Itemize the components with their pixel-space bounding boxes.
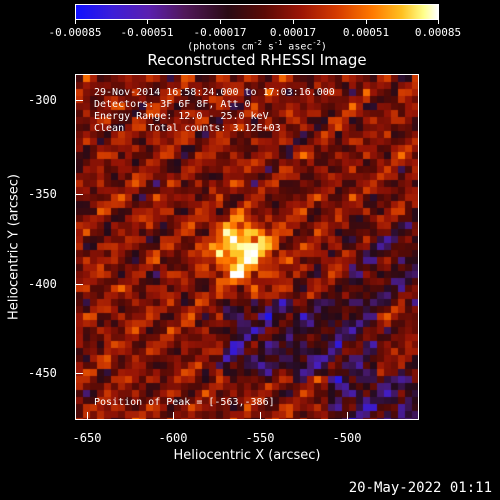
y-tick-label: -300 — [28, 93, 57, 107]
x-axis-label: Heliocentric X (arcsec) — [173, 448, 321, 463]
colorbar-tick — [220, 20, 221, 24]
x-tick-mark — [347, 412, 348, 420]
colorbar-label: -0.00085 — [48, 26, 102, 39]
image-plot: 29-Nov-2014 16:58:24.000 to 17:03:16.000… — [75, 74, 419, 420]
x-tick-mark — [87, 412, 88, 420]
colorbar-tick — [366, 20, 367, 24]
colorbar-tick — [438, 20, 439, 24]
colorbar-label: -0.00051 — [120, 26, 174, 39]
detectors-annotation: Detectors: 3F 6F 8F, Att 0 — [94, 99, 251, 110]
colorbar-label: -0.00017 — [193, 26, 247, 39]
colorbar-label: 0.00085 — [414, 26, 462, 39]
colorbar-label: 0.00051 — [342, 26, 390, 39]
heatmap-image — [76, 75, 418, 419]
colorbar-tick — [293, 20, 294, 24]
plot-title: Reconstructed RHESSI Image — [147, 51, 367, 69]
y-tick-mark — [75, 373, 83, 374]
y-tick-mark — [75, 100, 83, 101]
peak-position-annotation: Position of Peak = [-563,-386] — [94, 397, 275, 408]
y-tick-mark — [75, 194, 83, 195]
time-range-annotation: 29-Nov-2014 16:58:24.000 to 17:03:16.000 — [94, 87, 335, 98]
energy-range-annotation: Energy Range: 12.0 - 25.0 keV — [94, 111, 269, 122]
y-tick-label: -350 — [28, 187, 57, 201]
y-tick-label: -400 — [28, 277, 57, 291]
y-tick-label: -450 — [28, 366, 57, 380]
timestamp: 20-May-2022 01:11 — [348, 480, 492, 496]
x-tick-mark — [260, 412, 261, 420]
colorbar-tick — [147, 20, 148, 24]
clean-annotation: Clean Total counts: 3.12E+03 — [94, 123, 281, 134]
colorbar-label: 0.00017 — [269, 26, 317, 39]
colorbar-units: (photons cm-2 s-1 asec-2) — [187, 39, 327, 53]
colorbar — [75, 4, 439, 20]
y-tick-mark — [75, 284, 83, 285]
x-tick-label: -600 — [158, 431, 188, 445]
x-tick-label: -550 — [245, 431, 275, 445]
colorbar-tick — [75, 20, 76, 24]
y-axis-label: Heliocentric Y (arcsec) — [6, 174, 22, 320]
x-tick-mark — [173, 412, 174, 420]
x-tick-label: -500 — [332, 431, 362, 445]
x-tick-label: -650 — [72, 431, 102, 445]
